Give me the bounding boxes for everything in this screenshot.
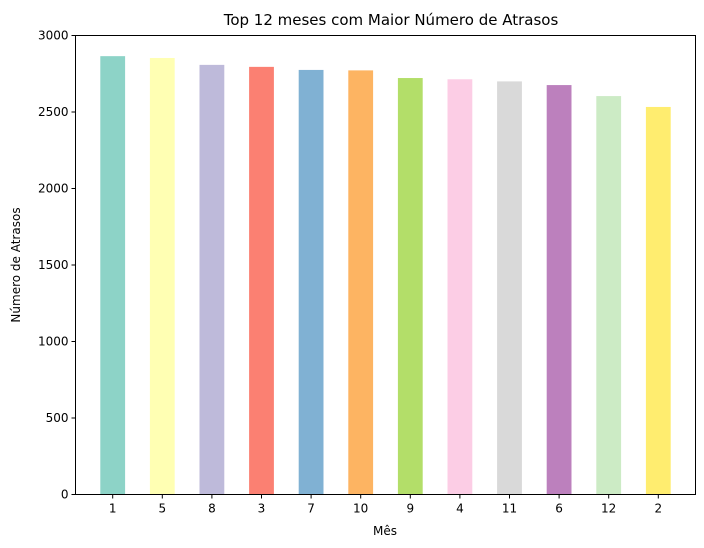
x-axis-label: Mês (373, 524, 397, 538)
y-tick-label: 1000 (38, 335, 69, 349)
bar-4 (447, 79, 473, 495)
bar-2 (645, 106, 671, 495)
x-tick-label: 3 (258, 502, 266, 516)
y-axis-ticks: 0 500 1000 1500 2000 2500 3000 (38, 29, 76, 502)
bar-7 (298, 69, 324, 495)
x-tick-label: 1 (109, 502, 117, 516)
bar-10 (348, 70, 374, 495)
y-tick-label: 1500 (38, 258, 69, 272)
bars-group (100, 56, 671, 495)
plot-frame (75, 35, 696, 495)
x-tick-label: 11 (502, 502, 517, 516)
y-tick-label: 500 (46, 411, 69, 425)
x-tick-label: 6 (555, 502, 563, 516)
x-tick-label: 9 (406, 502, 414, 516)
bar-12 (596, 96, 622, 495)
x-tick-label: 10 (353, 502, 368, 516)
bar-9 (397, 78, 423, 495)
x-tick-label: 12 (601, 502, 616, 516)
bar-5 (149, 57, 175, 495)
x-tick-label: 7 (307, 502, 315, 516)
x-tick-label: 4 (456, 502, 464, 516)
chart-title: Top 12 meses com Maior Número de Atrasos (223, 11, 559, 29)
x-tick-label: 5 (158, 502, 166, 516)
bar-1 (100, 56, 126, 495)
bar-11 (497, 81, 522, 495)
y-tick-label: 2000 (38, 182, 69, 196)
y-tick-label: 3000 (38, 29, 69, 43)
x-tick-label: 8 (208, 502, 216, 516)
bar-8 (199, 64, 225, 495)
y-tick-label: 0 (61, 488, 69, 502)
bar-6 (546, 85, 572, 495)
y-axis-label: Número de Atrasos (9, 207, 23, 322)
bar-3 (249, 66, 274, 495)
x-axis-ticks: 1 5 8 3 7 10 9 4 11 6 12 2 (109, 494, 662, 516)
y-tick-label: 2500 (38, 105, 69, 119)
x-tick-label: 2 (654, 502, 662, 516)
